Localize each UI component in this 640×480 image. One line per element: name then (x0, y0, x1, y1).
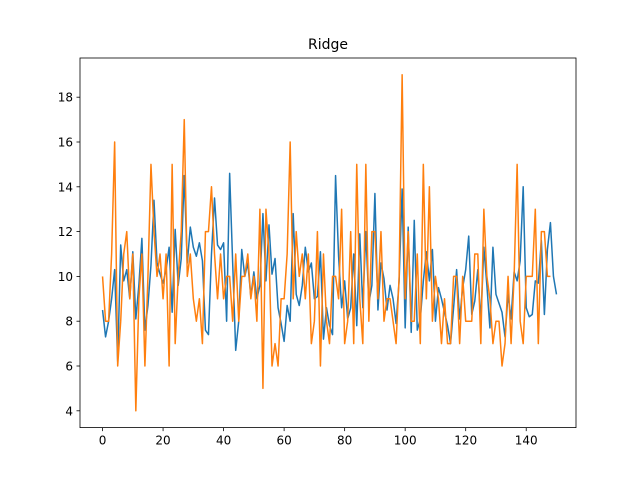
y-tick-label: 10 (58, 270, 73, 284)
chart-title: Ridge (308, 37, 348, 53)
y-tick-label: 8 (65, 315, 73, 329)
x-tick-label: 0 (99, 434, 107, 448)
x-tick-label: 40 (216, 434, 231, 448)
series-layer (101, 74, 558, 412)
y-tick-label: 6 (65, 360, 73, 374)
y-axis: 4 6 8 10 12 14 16 18 (58, 91, 80, 418)
y-tick-label: 16 (58, 136, 73, 150)
x-tick-label: 20 (155, 434, 170, 448)
y-tick-label: 18 (58, 91, 73, 105)
x-tick-label: 60 (276, 434, 291, 448)
y-tick-label: 4 (65, 404, 73, 418)
x-tick-label: 140 (515, 434, 538, 448)
x-tick-label: 120 (454, 434, 477, 448)
x-axis: 0 20 40 60 80 100 120 140 (99, 427, 538, 448)
x-tick-label: 100 (394, 434, 417, 448)
series-line-2 (101, 74, 551, 412)
y-tick-label: 14 (58, 180, 73, 194)
y-tick-label: 12 (58, 225, 73, 239)
plot-area-frame (79, 57, 577, 429)
x-tick-label: 80 (337, 434, 352, 448)
